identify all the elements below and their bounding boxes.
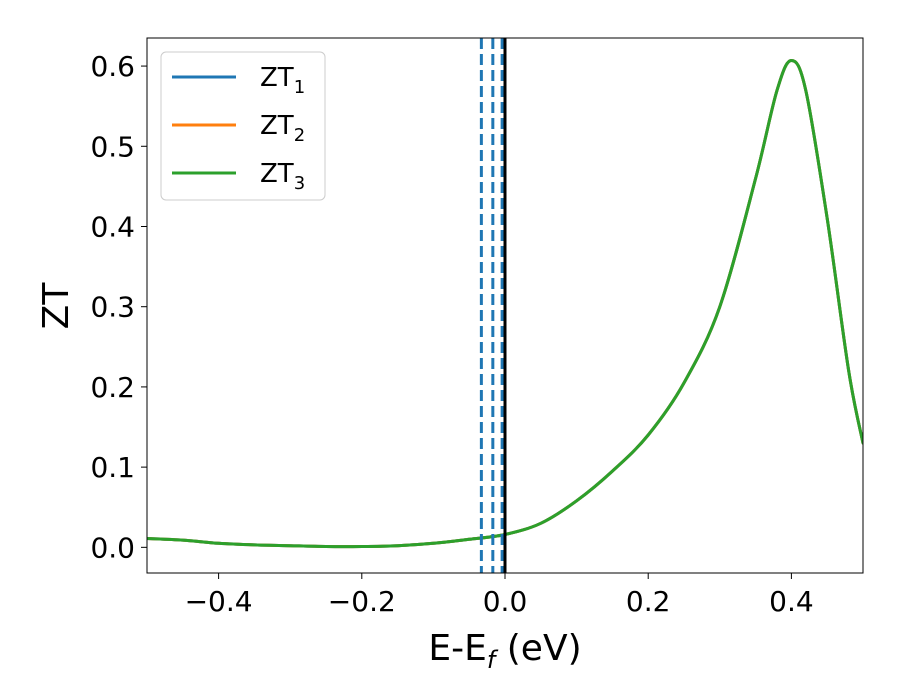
legend-label-zt1: ZT1 (260, 63, 305, 98)
x-tick-label: −0.2 (328, 585, 396, 618)
y-tick-label: 0.4 (90, 210, 135, 243)
series-line-zt3 (147, 59, 863, 549)
y-axis-label: ZT (36, 282, 77, 330)
x-axis-label: E-Ef (eV) (428, 628, 581, 674)
x-tick-label: 0.0 (483, 585, 528, 618)
legend-label-zt2: ZT2 (260, 111, 305, 146)
legend-label-zt3: ZT3 (260, 159, 305, 194)
x-tick-label: −0.4 (185, 585, 253, 618)
y-tick-label: 0.5 (90, 130, 135, 163)
y-tick-label: 0.6 (90, 50, 135, 83)
x-axis-ticks: −0.4 −0.2 0.0 0.2 0.4 (185, 573, 814, 618)
y-tick-label: 0.1 (90, 451, 135, 484)
vertical-reference-lines (479, 38, 507, 573)
x-axis-label-unit: (eV) (495, 628, 581, 669)
y-tick-label: 0.0 (90, 531, 135, 564)
legend: ZT1 ZT2 ZT3 (160, 51, 326, 201)
x-tick-label: 0.2 (626, 585, 671, 618)
y-tick-label: 0.2 (90, 371, 135, 404)
x-axis-label-main: E-E (428, 628, 486, 669)
legend-box (160, 51, 326, 201)
plot-area (147, 59, 863, 549)
y-axis-ticks: 0.0 0.1 0.2 0.3 0.4 0.5 0.6 (90, 50, 147, 564)
y-tick-label: 0.3 (90, 291, 135, 324)
x-tick-label: 0.4 (769, 585, 814, 618)
